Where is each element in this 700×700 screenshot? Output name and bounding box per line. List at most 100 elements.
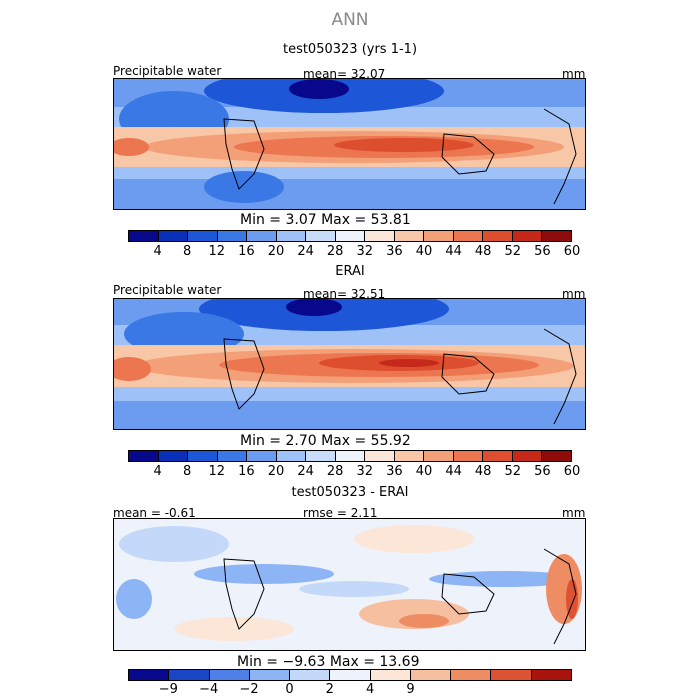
- panel3-minmax: Min = −9.63 Max = 13.69: [237, 654, 420, 670]
- panel3-colorbar-swatch: [249, 670, 291, 680]
- panel3-australasia-coastline: [441, 573, 495, 615]
- panel1-warm-pool-core: [334, 138, 474, 152]
- panel2-colorbar-tick-label: 28: [326, 464, 344, 479]
- panel1-americas-coastline: [543, 108, 577, 205]
- panel2-map-svg: [114, 299, 585, 429]
- panel1-colorbar-tick-label: 16: [238, 244, 255, 259]
- panel2-colorbar-tick-label: 32: [356, 464, 374, 479]
- panel1-colorbar-swatch: [365, 231, 395, 241]
- panel1-colorbar-tick-label: 4: [153, 244, 162, 259]
- panel3-diff-region-g: [399, 614, 449, 628]
- panel1-colorbar-swatch: [129, 231, 159, 241]
- panel2-colorbar-swatch: [335, 451, 366, 461]
- panel1-units-label: mm: [562, 67, 586, 81]
- panel3-title: test050323 - ERAI: [291, 485, 409, 500]
- panel3-units-label: mm: [562, 506, 586, 520]
- panel1-colorbar-swatch: [394, 231, 425, 241]
- panel2-south-band: [114, 401, 585, 429]
- panel1-minmax: Min = 3.07 Max = 53.81: [240, 212, 411, 228]
- panel1-tibet-min-region: [289, 79, 349, 99]
- panel3-diff-region-b: [354, 525, 474, 553]
- panel2-colorbar-tick-label: 4: [153, 464, 162, 479]
- panel2-colorbar-tick-label: 36: [386, 464, 403, 479]
- panel1-map: [113, 78, 586, 210]
- panel2-colorbar-tick-label: 16: [238, 464, 255, 479]
- panel1-colorbar-swatch: [247, 231, 277, 241]
- panel3-colorbar: [128, 669, 572, 681]
- panel3-colorbar-swatch: [370, 670, 411, 680]
- panel1-colorbar-tick-label: 36: [386, 244, 403, 259]
- figure-title: ANN: [331, 10, 369, 30]
- panel2-colorbar-tick-label: 56: [534, 464, 551, 479]
- panel3-colorbar-swatch: [451, 670, 492, 680]
- panel2-colorbar-swatch: [276, 451, 307, 461]
- panel2-colorbar-tick-label: 48: [474, 464, 492, 479]
- panel2-mean-label: mean= 32.51: [303, 287, 386, 301]
- panel1-colorbar-tick-label: 56: [534, 244, 551, 259]
- panel2-minmax: Min = 2.70 Max = 55.92: [240, 433, 411, 449]
- panel2-title: ERAI: [335, 264, 365, 279]
- panel2-colorbar-tick-label: 20: [267, 464, 285, 479]
- panel3-africa-coastline: [223, 558, 265, 630]
- panel2-colorbar-tick-label: 60: [563, 464, 581, 479]
- panel2-colorbar-swatch: [247, 451, 277, 461]
- panel2-colorbar-tick-label: 8: [183, 464, 192, 479]
- panel1-colorbar-tick-label: 52: [504, 244, 522, 259]
- panel1-colorbar-tick-label: 44: [445, 244, 462, 259]
- panel2-colorbar-tick-label: 52: [504, 464, 522, 479]
- panel3-colorbar-tick-label: −9: [158, 682, 178, 697]
- panel3-diff-region-k: [116, 579, 152, 619]
- panel3-colorbar-swatch: [209, 670, 250, 680]
- panel1-colorbar-swatch: [424, 231, 454, 241]
- panel1-colorbar-tick-label: 20: [267, 244, 285, 259]
- panel2-americas-coastline: [543, 328, 577, 425]
- panel2-colorbar-swatch: [188, 451, 218, 461]
- panel2-colorbar-tick-label: 40: [415, 464, 433, 479]
- panel1-colorbar-tick-label: 48: [474, 244, 492, 259]
- panel3-colorbar-swatch: [410, 670, 452, 680]
- panel3-mean-label: mean = -0.61: [113, 506, 196, 520]
- panel1-mean-label: mean= 32.07: [303, 67, 386, 81]
- panel1-colorbar-swatch: [335, 231, 366, 241]
- panel1-colorbar-tick-label: 28: [326, 244, 344, 259]
- panel3-diff-region-e: [299, 581, 409, 597]
- panel3-colorbar-ticks: −9 −4 −2 0 2 4 9: [128, 682, 572, 698]
- panel2-colorbar-swatch: [129, 451, 159, 461]
- panel1-variable-label: Precipitable water: [113, 64, 222, 78]
- panel3-colorbar-tick-label: −4: [199, 682, 219, 697]
- panel1-colorbar-swatch: [276, 231, 307, 241]
- panel2-africa-moist: [114, 357, 151, 381]
- panel3-americas-coastline: [543, 548, 577, 645]
- panel2-australasia-coastline: [441, 353, 495, 395]
- panel3-colorbar-swatch: [531, 670, 571, 680]
- panel1-colorbar: [128, 230, 572, 242]
- panel3-colorbar-swatch: [129, 670, 170, 680]
- panel1-colorbar-tick-label: 24: [297, 244, 314, 259]
- panel1-colorbar-swatch: [188, 231, 218, 241]
- panel1-africa-coastline: [223, 118, 265, 190]
- panel2-tibet-min-region: [286, 299, 342, 316]
- panel2-colorbar-swatch: [542, 451, 571, 461]
- panel2-colorbar-ticks: 4 8 12 16 20 24 28 32 36 40 44 48 52 56 60: [128, 464, 580, 480]
- panel1-colorbar-swatch: [453, 231, 484, 241]
- panel1-colorbar-swatch: [158, 231, 189, 241]
- panel3-colorbar-tick-label: 2: [325, 682, 334, 697]
- panel1-colorbar-tick-label: 32: [356, 244, 374, 259]
- panel2-colorbar-swatch: [306, 451, 336, 461]
- panel1-colorbar-swatch: [483, 231, 513, 241]
- panel2-colorbar-swatch: [512, 451, 543, 461]
- panel1-title: test050323 (yrs 1-1): [282, 42, 418, 57]
- panel2-colorbar-tick-label: 12: [208, 464, 226, 479]
- panel1-colorbar-tick-label: 60: [563, 244, 581, 259]
- panel2-africa-coastline: [223, 338, 265, 410]
- panel2-colorbar-tick-label: 44: [445, 464, 462, 479]
- panel2-colorbar-swatch: [453, 451, 484, 461]
- panel3-colorbar-tick-label: −2: [239, 682, 259, 697]
- panel1-colorbar-swatch: [542, 231, 571, 241]
- panel3-rmse-label: rmse = 2.11: [303, 506, 378, 520]
- panel2-colorbar-swatch: [424, 451, 454, 461]
- panel1-colorbar-tick-label: 12: [208, 244, 226, 259]
- panel3-diff-region-i: [566, 579, 578, 619]
- panel1-south-band: [114, 179, 585, 209]
- panel3-colorbar-swatch: [169, 670, 210, 680]
